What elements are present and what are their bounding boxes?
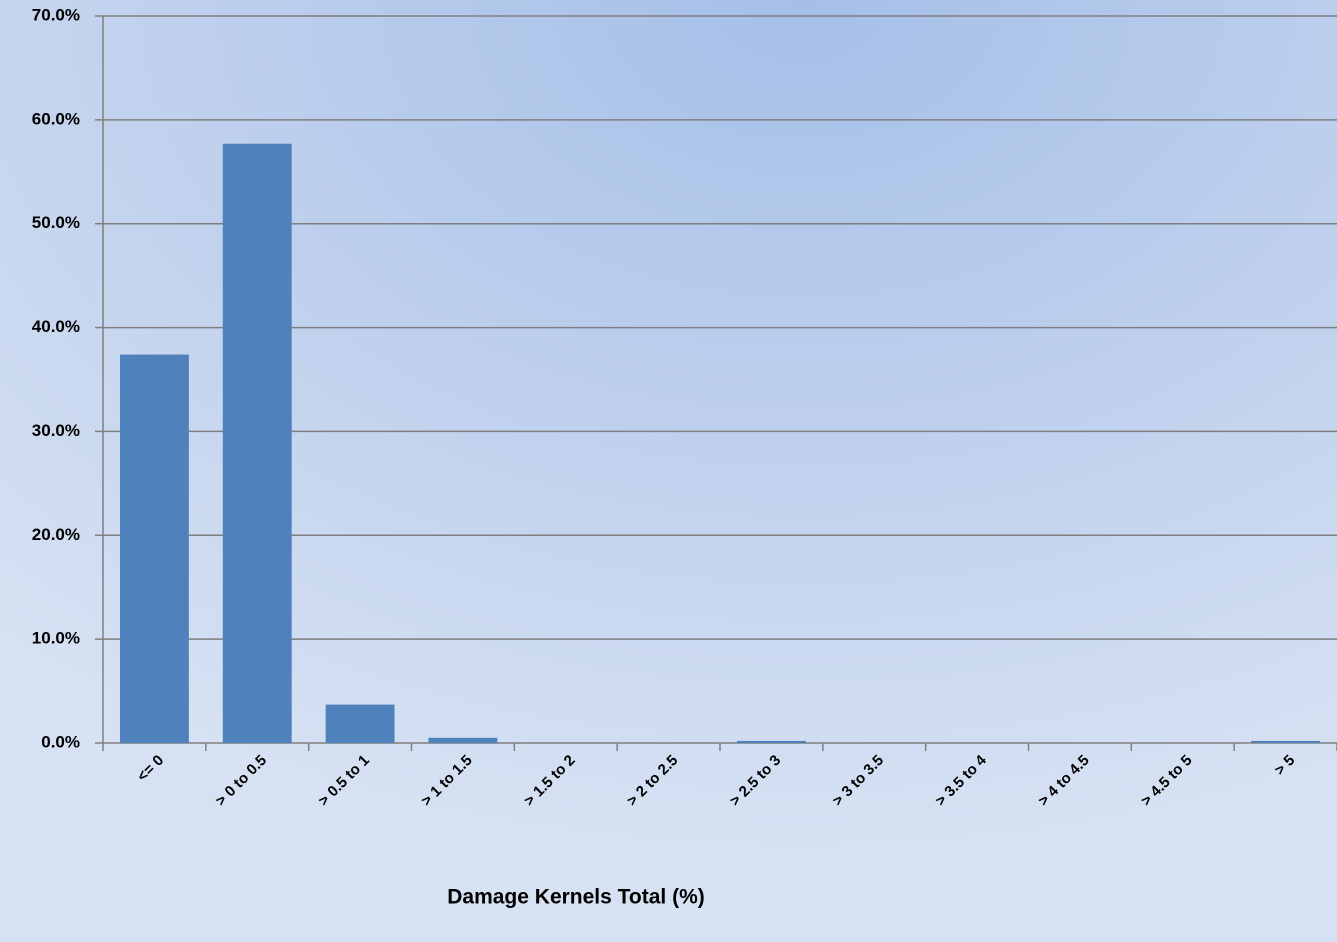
bar [119, 354, 189, 743]
y-tick-label: 50.0% [32, 213, 80, 232]
y-tick-label: 10.0% [32, 629, 80, 648]
bar [222, 143, 292, 744]
bar [736, 740, 806, 743]
y-tick-label: 0.0% [41, 732, 80, 751]
bar [1251, 740, 1321, 743]
y-tick-label: 70.0% [32, 5, 80, 24]
y-tick-label: 40.0% [32, 317, 80, 336]
y-tick-label: 30.0% [32, 421, 80, 440]
y-tick-label: 20.0% [32, 525, 80, 544]
bar [325, 704, 395, 743]
x-axis-label: Damage Kernels Total (%) [447, 886, 705, 909]
y-tick-label: 60.0% [32, 109, 80, 128]
bar [428, 737, 498, 743]
